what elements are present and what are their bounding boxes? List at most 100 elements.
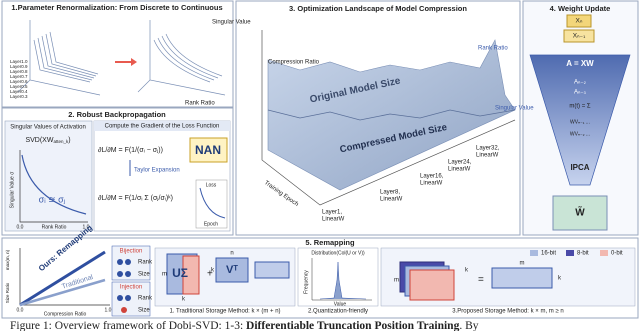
dim-label: m — [520, 261, 525, 267]
approx-label: σᵢ ≅ σⱼ — [39, 194, 66, 204]
axis-label: Rank Ratio — [478, 46, 508, 52]
dot — [121, 307, 127, 313]
matrix — [409, 269, 455, 301]
surface — [267, 39, 516, 191]
layer-label: Layer0.6 — [10, 79, 28, 84]
operator: = — [478, 275, 484, 286]
axis-label: Singular Value — [212, 20, 251, 26]
layer-label: Layer24, — [448, 160, 472, 166]
tick-label: 1.0 — [105, 307, 112, 313]
equation: ∂L/∂M = F(1/σᵢ Σ (σⱼ/σᵢ)ᵏ) — [98, 195, 173, 202]
input-label: Xₙ₋₁ — [573, 33, 586, 40]
mapping-label: Rank — [138, 296, 153, 302]
step-label: 2.Quantization-friendly — [308, 309, 368, 315]
layer-label: Layer0.9 — [10, 64, 28, 69]
sub-title-bg — [94, 121, 230, 131]
layer-label: Layer0.4 — [10, 89, 28, 94]
mapping-label: Bijection — [120, 249, 143, 255]
axis — [19, 150, 88, 223]
panel-title: 3. Optimization Landscape of Model Compr… — [289, 4, 467, 13]
surface-plot — [17, 20, 226, 96]
arrow-head — [131, 58, 137, 66]
matrix-label: UΣ — [172, 266, 188, 280]
svd-label: SVD(XWatten_k) — [25, 137, 70, 144]
legend-swatch — [530, 250, 538, 256]
annotation: Taylor Expansion — [134, 168, 180, 174]
caption: Figure 1: Overview framework of Dobi-SVD… — [10, 320, 479, 331]
chart-title: Distribution(Col(U or V)) — [311, 250, 365, 256]
panel-title: 1.Parameter Renormalization: From Discre… — [11, 3, 222, 12]
layer-label: Layer0.8 — [10, 69, 28, 74]
matrix — [254, 261, 290, 279]
histogram — [319, 261, 367, 300]
matrix — [182, 255, 200, 295]
step-label: 3.Proposed Storage Method: k × m, m ≥ n — [452, 309, 564, 315]
panel-frame — [235, 0, 521, 236]
axis-label: Loss — [206, 182, 217, 188]
tick-label: 0.0 — [17, 307, 24, 313]
layer-label: Layer0.3 — [10, 94, 28, 99]
layer-label: LinearW — [420, 181, 443, 187]
input-block — [566, 14, 592, 28]
layer-label: Layer16, — [420, 174, 444, 180]
panel-title: 2. Robust Backpropagation — [68, 110, 166, 119]
axis-label: Size Ratio — [5, 282, 10, 303]
mapping-label: Size — [138, 308, 150, 314]
dot — [125, 295, 131, 301]
line-ours — [19, 250, 106, 307]
stack-label: Aₙ₋₂ — [574, 80, 587, 86]
curve — [21, 154, 87, 215]
axis-label: Compression Ratio — [44, 311, 87, 317]
layer-label: Layer0.5 — [10, 84, 28, 89]
layer-label: Layer0.7 — [10, 74, 28, 79]
layer-label: Layer8, — [380, 190, 400, 196]
dim-label: k — [558, 276, 562, 282]
equation: A = XW — [566, 59, 594, 68]
output-matrix — [552, 195, 608, 231]
legend-swatch — [566, 250, 574, 256]
stack-label: Aₙ₋₃ — [574, 90, 587, 96]
dim-label: k — [211, 268, 215, 274]
axis — [261, 30, 516, 206]
axis-label: Rank Ratio — [185, 101, 215, 107]
dot — [117, 295, 123, 301]
axis-label: Rank Ratio — [42, 224, 67, 230]
surface-ridge — [267, 109, 516, 121]
dim-label: m — [162, 272, 167, 278]
layer-label: LinearW — [448, 167, 471, 173]
legend-label: 0-bit — [611, 251, 623, 257]
dim-label: n — [230, 251, 233, 257]
axis-label: Compression Ratio — [268, 60, 320, 66]
equation: ∂L/∂M = F(1/(σᵢ − σⱼ)) — [98, 147, 163, 154]
stack-label: WVₙ₋₁ ... — [570, 119, 590, 125]
axis-label: Singular Value σ — [9, 171, 15, 209]
operator: + — [207, 269, 213, 280]
dot — [125, 259, 131, 265]
input-label: Xₙ — [576, 18, 583, 25]
loss-box — [195, 179, 228, 229]
line-traditional — [19, 278, 106, 307]
tick-label: max(m, n) — [5, 249, 10, 270]
sub-title: Compute the Gradient of the Loss Functio… — [105, 124, 220, 130]
stack-label: m(t) = Σ — [569, 104, 590, 110]
output-label: W̃ — [575, 206, 585, 219]
matrix — [491, 267, 553, 289]
axis-label: Epoch — [204, 221, 218, 227]
tick-label: 0.0 — [17, 224, 24, 230]
legend-label: 16-bit — [541, 251, 556, 257]
dot — [117, 271, 123, 277]
stack-label: WVₙ₋₂ ... — [570, 131, 590, 137]
layer-label: LinearW — [380, 197, 403, 203]
axis — [311, 258, 372, 301]
axis-label: Singular Value — [495, 106, 534, 112]
layer-label: Layer1, — [322, 210, 342, 216]
matrix — [215, 257, 249, 283]
axis-label: Training Epoch — [263, 180, 299, 208]
mapping-label: Injection — [120, 285, 142, 291]
nan-label: NAN — [195, 143, 221, 157]
matrix-label: Vᵀ — [226, 264, 238, 276]
layer-label: LinearW — [322, 217, 345, 223]
layer-label: Layer1.0 — [10, 59, 28, 64]
tick-label: 1.0 — [83, 224, 90, 230]
